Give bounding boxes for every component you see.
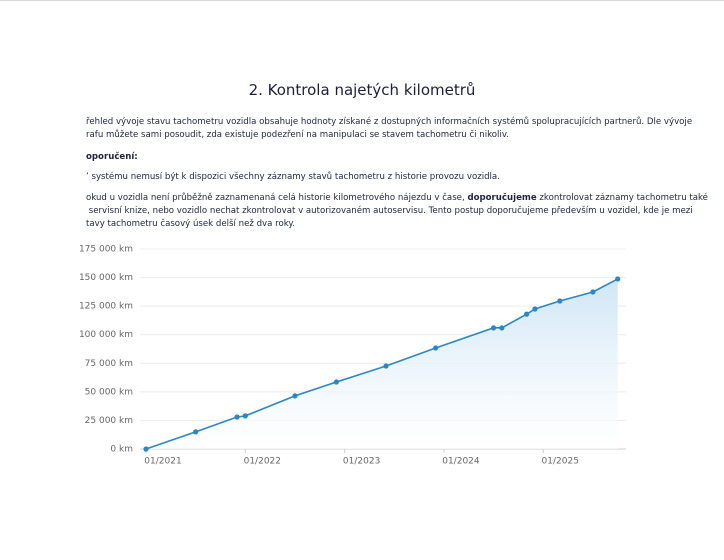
x-tick-label: 01/2022 — [244, 457, 281, 467]
point — [532, 306, 538, 312]
point — [193, 429, 199, 435]
area — [146, 278, 618, 449]
y-tick-label: 100 000 km — [79, 330, 133, 340]
point — [499, 325, 505, 331]
point — [234, 414, 240, 420]
point — [490, 325, 497, 331]
emphasis: doporučujeme — [467, 193, 537, 203]
x-tick-label: 01/2023 — [343, 457, 380, 467]
y-tick-label: 75 000 km — [85, 359, 133, 369]
point — [143, 446, 149, 452]
x-tick-label: 01/2021 — [144, 457, 181, 467]
advice-line: tavy tachometru časový úsek delší než dv… — [86, 219, 295, 229]
point — [524, 311, 530, 317]
y-tick-label: 0 km — [110, 445, 133, 455]
heading: oporučení: — [86, 152, 138, 162]
advice-line: okud u vozidla není průběžně zaznamenaná… — [86, 193, 708, 203]
point — [433, 345, 439, 351]
point — [383, 363, 389, 369]
y-tick-label: 25 000 km — [85, 416, 133, 426]
x-tick-label: 01/2024 — [442, 457, 480, 467]
point — [615, 276, 621, 282]
intro-line: řehled vývoje stavu tachometru vozidla o… — [86, 117, 693, 127]
title: 2. Kontrola najetých kilometrů — [248, 81, 476, 99]
y-tick-label: 125 000 km — [79, 302, 133, 312]
point — [333, 379, 339, 385]
point — [557, 298, 563, 304]
y-tick-label: 150 000 km — [79, 273, 133, 283]
advice-line: servisní knize, nebo vozidlo nechat zkon… — [86, 206, 693, 216]
text: zkontrolovat záznamy tachometru také — [536, 193, 708, 203]
point — [242, 413, 248, 419]
text: okud u vozidla není průběžně zaznamenaná… — [86, 193, 468, 203]
point — [590, 289, 596, 295]
y-tick-label: 175 000 km — [79, 245, 133, 255]
intro-line: rafu můžete sami posoudit, zda existuje … — [86, 130, 509, 140]
point — [292, 393, 298, 399]
y-tick-label: 50 000 km — [85, 387, 133, 397]
note: ’ systému nemusí být k dispozici všechny… — [86, 172, 500, 182]
x-tick-label: 01/2025 — [542, 457, 579, 467]
